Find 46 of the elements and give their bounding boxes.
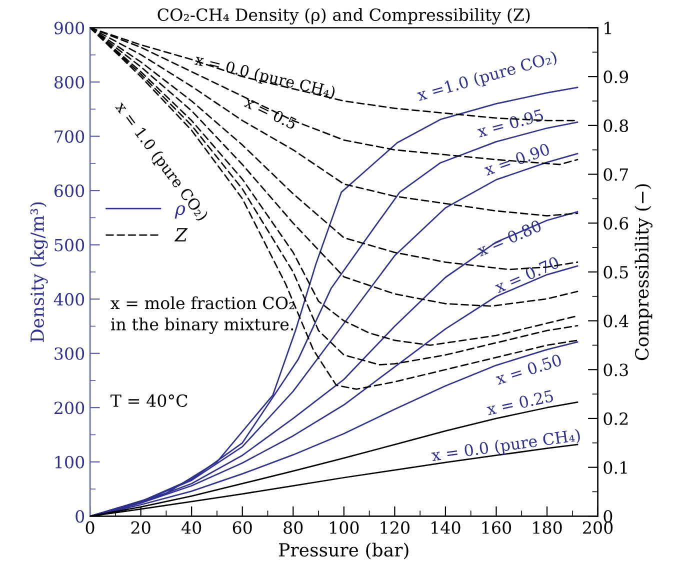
- y2-tick-label: 0.9: [604, 70, 628, 84]
- x-tick-label: 200: [583, 521, 613, 534]
- y-tick-label: 600: [54, 184, 84, 198]
- x-tick-label: 40: [182, 521, 202, 534]
- annotation: x = 0.5: [244, 96, 298, 130]
- annotation: T = 40°C: [110, 394, 188, 407]
- y-tick-label: 500: [54, 238, 84, 252]
- y2-tick-label: 0.1: [604, 461, 627, 474]
- annotation: x = 0.90: [483, 142, 550, 176]
- annotation: x = mole fraction CO₂ in the binary mixture.: [110, 296, 294, 334]
- x-tick-label: 60: [232, 521, 252, 534]
- y2-tick-label: 0.2: [604, 412, 628, 426]
- y2-tick-label: 0.5: [604, 266, 628, 279]
- x-tick-label: 180: [533, 521, 562, 534]
- x-axis-title: Pressure (bar): [279, 542, 408, 560]
- y2-tick-label: 0: [604, 510, 612, 523]
- y2-tick-label: 0.4: [604, 314, 628, 328]
- x-tick-label: 140: [432, 521, 460, 534]
- y-tick-label: 300: [54, 347, 84, 360]
- x-tick-label: 80: [284, 521, 303, 534]
- x-tick-label: 120: [380, 521, 410, 534]
- annotation: x = 0.25: [486, 390, 554, 416]
- y2-axis-title: Compressibility (−): [634, 184, 652, 360]
- y-tick-label: 800: [54, 76, 84, 89]
- y-tick-label: 400: [54, 293, 84, 306]
- x-tick-label: 160: [482, 521, 512, 534]
- y-axis-title: Density (kg/m³): [30, 202, 48, 342]
- x-tick-label: 20: [131, 521, 150, 534]
- y-tick-label: 900: [54, 22, 84, 34]
- legend-label: Z: [174, 228, 188, 242]
- annotation: x = 0.0 (pure CH₄): [430, 428, 581, 464]
- y-tick-label: 700: [54, 130, 84, 143]
- x-tick-label: 100: [330, 521, 359, 534]
- y-tick-label: 200: [54, 402, 84, 414]
- x-tick-label: 0: [86, 521, 94, 534]
- annotation: x =1.0 (pure CO₂): [416, 50, 558, 104]
- y2-tick-label: 0.8: [604, 119, 628, 132]
- annotation: x = 0.70: [494, 256, 560, 294]
- y2-tick-label: 0.6: [604, 217, 628, 230]
- annotation: x = 0.50: [494, 354, 562, 386]
- y2-tick-label: 0.3: [604, 364, 628, 376]
- y-tick-label: 100: [55, 456, 84, 468]
- chart-title: CO₂-CH₄ Density (ρ) and Compressibility (Z): [158, 8, 530, 25]
- y2-tick-label: 1: [604, 22, 611, 34]
- y2-tick-label: 0.7: [604, 168, 628, 181]
- y-tick-label: 0: [76, 510, 84, 523]
